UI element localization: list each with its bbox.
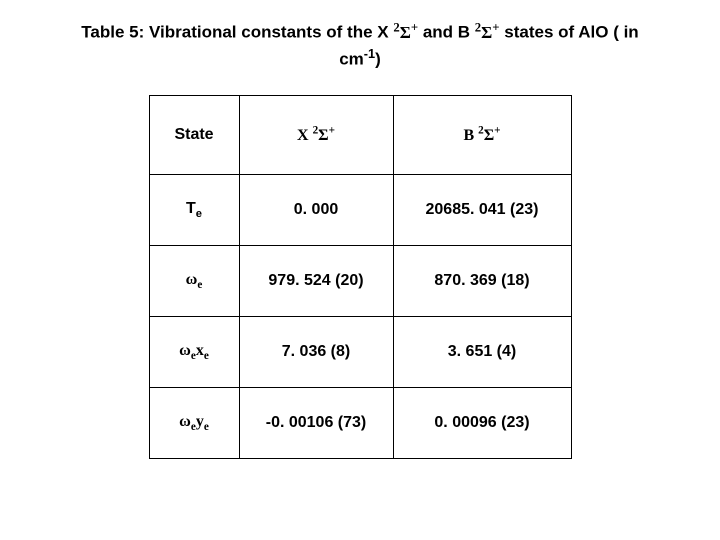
table-row: ωeye -0. 00106 (73) 0. 00096 (23) [149, 387, 571, 458]
table-caption: Table 5: Vibrational constants of the X … [26, 18, 694, 73]
header-x-state: X 2Σ+ [239, 95, 393, 174]
hx-plus: + [329, 124, 335, 136]
r3-m2: y [196, 413, 204, 430]
caption-x-plus: + [411, 20, 418, 34]
table-row: Te 0. 000 20685. 041 (23) [149, 174, 571, 245]
hx-pre: X [297, 127, 313, 144]
vibrational-constants-table: State X 2Σ+ B 2Σ+ Te 0. 000 20685. 041 (… [149, 95, 572, 459]
caption-state-x: 2Σ+ [393, 23, 418, 42]
r1-s: e [197, 279, 202, 291]
header-b-state: B 2Σ+ [393, 95, 571, 174]
caption-unit-exp: -1 [364, 46, 375, 61]
caption-b-sigma: Σ [481, 23, 492, 42]
caption-suffix1: states of AlO ( in [500, 23, 639, 42]
header-state: State [149, 95, 239, 174]
r3-m: ω [179, 413, 191, 430]
caption-b-plus: + [492, 20, 499, 34]
cell-weye-b: 0. 00096 (23) [393, 387, 571, 458]
r2-m: ω [179, 342, 191, 359]
table-header-row: State X 2Σ+ B 2Σ+ [149, 95, 571, 174]
table-row: ωe 979. 524 (20) 870. 369 (18) [149, 245, 571, 316]
hb-pre: B [463, 127, 478, 144]
cell-we-b: 870. 369 (18) [393, 245, 571, 316]
cell-te-b: 20685. 041 (23) [393, 174, 571, 245]
cell-wexe-b: 3. 651 (4) [393, 316, 571, 387]
table-row: ωexe 7. 036 (8) 3. 651 (4) [149, 316, 571, 387]
row-label-weye: ωeye [149, 387, 239, 458]
r2-m2: x [196, 342, 204, 359]
r0-m: T [186, 200, 196, 217]
cell-we-x: 979. 524 (20) [239, 245, 393, 316]
caption-x-sigma: Σ [400, 23, 411, 42]
hb-sigma: Σ [484, 127, 494, 144]
caption-mid: and B [418, 23, 475, 42]
r2-s2: e [204, 350, 209, 362]
caption-suffix2: ) [375, 50, 381, 69]
r1-m: ω [186, 271, 198, 288]
cell-weye-x: -0. 00106 (73) [239, 387, 393, 458]
r3-s2: e [204, 421, 209, 433]
row-label-wexe: ωexe [149, 316, 239, 387]
caption-unit-base: cm [339, 50, 364, 69]
hx-sigma: Σ [318, 127, 328, 144]
caption-state-b: 2Σ+ [475, 23, 500, 42]
row-label-te: Te [149, 174, 239, 245]
r0-s: e [196, 208, 202, 220]
hb-plus: + [494, 124, 500, 136]
caption-prefix: Table 5: Vibrational constants of the X [81, 23, 393, 42]
cell-wexe-x: 7. 036 (8) [239, 316, 393, 387]
cell-te-x: 0. 000 [239, 174, 393, 245]
row-label-we: ωe [149, 245, 239, 316]
